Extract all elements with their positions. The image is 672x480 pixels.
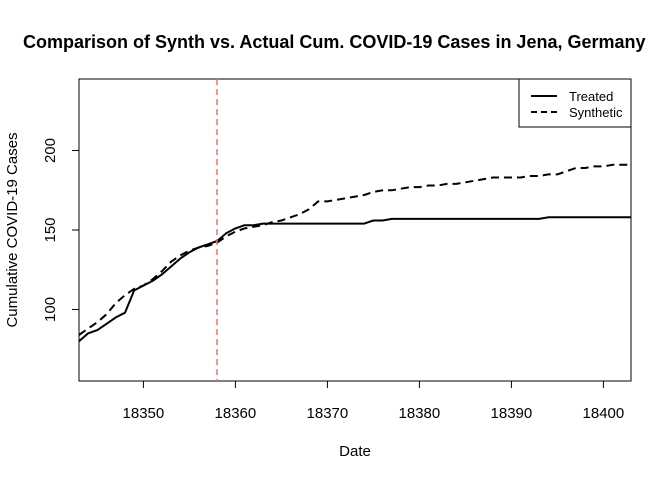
y-axis: 100 150 200 — [42, 138, 80, 322]
x-tick-label: 18360 — [215, 405, 257, 422]
x-tick-label: 18400 — [583, 405, 625, 422]
series-line-synthetic — [78, 163, 631, 336]
legend: Treated Synthetic — [518, 78, 632, 128]
legend-label-treated: Treated — [569, 89, 613, 104]
chart-title: Comparison of Synth vs. Actual Cum. COVI… — [23, 32, 646, 52]
series-line-treated — [78, 216, 631, 343]
y-tick-label: 150 — [42, 217, 59, 242]
series-lines — [78, 79, 631, 381]
x-axis-label: Date — [339, 443, 371, 460]
legend-box — [518, 78, 632, 128]
y-tick-label: 100 — [42, 297, 59, 322]
legend-label-synthetic: Synthetic — [569, 105, 623, 120]
x-axis: 18350 18360 18370 18380 18390 18400 — [123, 380, 625, 422]
x-tick-label: 18350 — [123, 405, 165, 422]
y-axis-label: Cumulative COVID-19 Cases — [4, 132, 21, 327]
y-tick-label: 200 — [42, 138, 59, 163]
x-tick-label: 18380 — [399, 405, 441, 422]
x-tick-label: 18370 — [307, 405, 349, 422]
x-tick-label: 18390 — [491, 405, 533, 422]
